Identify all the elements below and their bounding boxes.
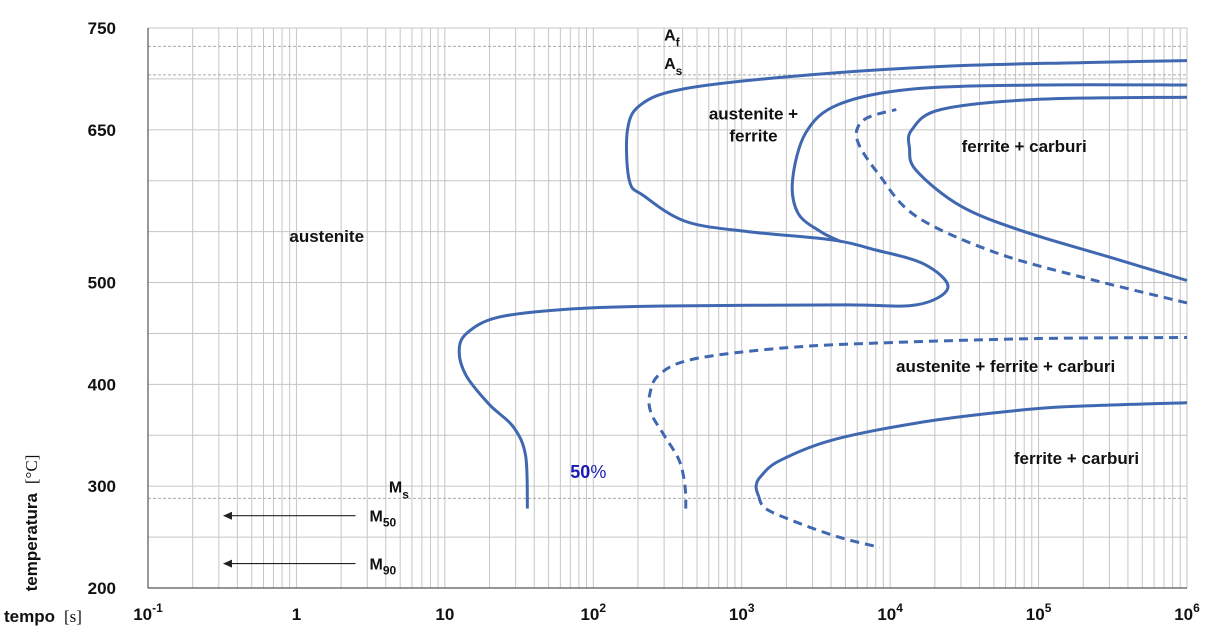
region-label-line: ferrite + carburi — [1014, 449, 1139, 468]
dashed-transformation-curve — [647, 336, 1188, 509]
percent-label: 50% — [570, 462, 606, 482]
x-tick-label: 106 — [1174, 601, 1200, 624]
marker-label-base: M — [369, 557, 382, 574]
y-axis-name: temperatura — [22, 493, 41, 592]
x-tick-base: 10 — [729, 605, 748, 624]
y-tick-label: 650 — [88, 121, 116, 140]
y-tick-label: 750 — [88, 19, 116, 38]
x-tick-exponent: -1 — [152, 601, 163, 615]
region-label-line: austenite + — [709, 105, 798, 124]
marker-label-base: M — [369, 509, 382, 526]
reference-label-base: M — [389, 479, 402, 496]
marker-arrowhead — [222, 511, 232, 520]
x-tick-base: 10 — [1174, 605, 1193, 624]
x-tick-label: 10 — [435, 605, 454, 624]
y-axis-unit: [°C] — [22, 455, 41, 484]
x-tick-base: 10 — [877, 605, 896, 624]
x-tick-exponent: 2 — [599, 601, 606, 615]
marker-label: M90 — [369, 557, 396, 578]
region-label-line: ferrite + carburi — [962, 137, 1087, 156]
y-tick-label: 400 — [88, 375, 116, 394]
x-tick-base: 10 — [435, 605, 454, 624]
region-label-line: austenite — [289, 227, 364, 246]
marker-arrowhead — [222, 559, 232, 568]
transformation-curves — [457, 59, 1188, 549]
reference-label-sub: s — [402, 487, 409, 501]
dashed-transformation-curve — [854, 108, 1188, 305]
reference-label-base: A — [664, 27, 676, 44]
region-label: austenite + ferrite + carburi — [896, 357, 1115, 376]
transformation-curve — [754, 401, 1188, 497]
reference-label: Af — [664, 27, 681, 49]
transformation-curve — [906, 95, 1188, 282]
percent-label-unit: % — [590, 462, 606, 482]
x-tick-exponent: 3 — [748, 601, 755, 615]
x-tick-label: 10-1 — [133, 601, 163, 624]
region-label-line: austenite + ferrite + carburi — [896, 357, 1115, 376]
dashed-transformation-curve — [757, 495, 881, 549]
percent-label-value: 50 — [570, 462, 590, 482]
marker-label: M50 — [369, 509, 396, 530]
x-tick-base: 10 — [1026, 605, 1045, 624]
transformation-curve — [790, 83, 1188, 244]
y-tick-label: 300 — [88, 477, 116, 496]
x-tick-label: 105 — [1026, 601, 1052, 624]
x-tick-exponent: 4 — [896, 601, 903, 615]
reference-label-sub: s — [676, 64, 683, 78]
x-axis-title: tempo [s] — [4, 607, 82, 626]
x-tick-label: 104 — [877, 601, 903, 624]
x-tick-label: 103 — [729, 601, 755, 624]
region-label: austenite — [289, 227, 364, 246]
grid — [147, 27, 1188, 589]
x-tick-label: 1 — [292, 605, 301, 624]
x-tick-base: 1 — [292, 605, 301, 624]
chart-labels: austenite austenite + ferrite ferrite + car… — [289, 105, 1139, 482]
y-tick-label: 200 — [88, 579, 116, 598]
x-tick-base: 10 — [580, 605, 599, 624]
region-label: ferrite + carburi — [962, 137, 1087, 156]
reference-label-sub: f — [676, 35, 681, 49]
x-axis-name: tempo — [4, 607, 55, 626]
marker-label-sub: 50 — [383, 516, 397, 530]
reference-label: As — [664, 56, 683, 78]
reference-label-base: A — [664, 56, 676, 73]
y-axis-title: temperatura [°C] — [22, 455, 41, 592]
transformation-curve — [457, 59, 1188, 509]
x-tick-base: 10 — [133, 605, 152, 624]
reference-label: Ms — [389, 479, 409, 501]
region-label: austenite + ferrite — [709, 105, 798, 146]
x-tick-exponent: 5 — [1045, 601, 1052, 615]
x-tick-exponent: 6 — [1193, 601, 1200, 615]
x-tick-label: 102 — [580, 601, 606, 624]
y-tick-label: 500 — [88, 274, 116, 293]
x-axis-unit: [s] — [64, 607, 82, 626]
marker-label-sub: 90 — [383, 564, 397, 578]
region-label-line: ferrite — [729, 127, 777, 146]
region-label: ferrite + carburi — [1014, 449, 1139, 468]
